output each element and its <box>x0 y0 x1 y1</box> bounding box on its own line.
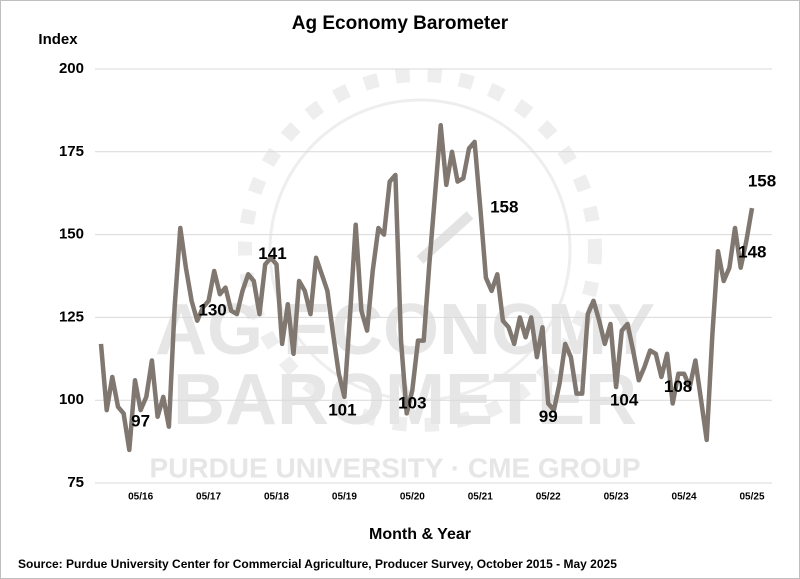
x-tick-label: 05/19 <box>332 492 357 503</box>
y-tick-label: 150 <box>59 226 84 243</box>
x-tick-label: 05/22 <box>536 492 561 503</box>
y-tick-label: 100 <box>59 391 84 408</box>
watermark-line: PURDUE UNIVERSITY · CME GROUP <box>149 452 640 483</box>
y-tick-label: 125 <box>59 308 84 325</box>
data-label: 148 <box>738 243 766 262</box>
data-label: 108 <box>664 377 692 396</box>
data-line <box>98 123 755 453</box>
x-tick-label: 05/17 <box>196 492 221 503</box>
gauge-dial <box>238 68 602 432</box>
source-note: Source: Purdue University Center for Com… <box>18 557 617 571</box>
data-label: 158 <box>748 172 776 191</box>
x-axis-label: Month & Year <box>369 526 471 543</box>
x-tick-label: 05/24 <box>672 492 697 503</box>
x-tick-label: 05/23 <box>604 492 629 503</box>
data-label: 101 <box>328 400 356 419</box>
x-tick-label: 05/16 <box>128 492 153 503</box>
data-label: 141 <box>258 244 286 263</box>
y-tick-label: 200 <box>59 60 84 77</box>
data-label: 158 <box>490 198 518 217</box>
y-tick-label: 175 <box>59 143 84 160</box>
x-tick-label: 05/25 <box>739 492 764 503</box>
y-axis-label: Index <box>38 31 78 48</box>
data-label: 99 <box>539 407 558 426</box>
data-label: 97 <box>131 412 150 431</box>
y-tick-label: 75 <box>67 474 84 491</box>
x-tick-label: 05/18 <box>264 492 289 503</box>
x-tick-label: 05/21 <box>468 492 493 503</box>
data-label: 104 <box>610 390 639 409</box>
data-label: 130 <box>198 300 226 319</box>
x-tick-label: 05/20 <box>400 492 425 503</box>
chart-title: Ag Economy Barometer <box>292 13 509 34</box>
data-label: 103 <box>398 394 426 413</box>
